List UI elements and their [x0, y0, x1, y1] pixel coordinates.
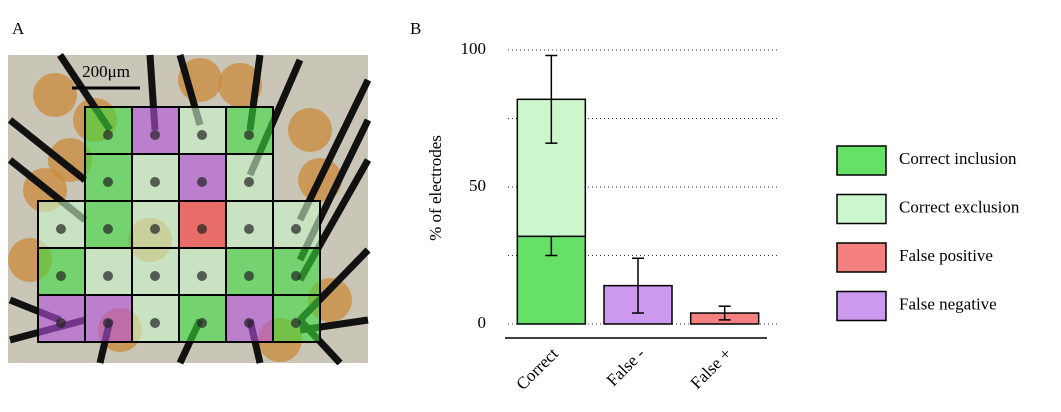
electrode-lead: [296, 78, 372, 222]
x-tick-label: Correct: [512, 344, 562, 394]
electrode-lead: [7, 117, 88, 183]
electrode-tip: [291, 318, 301, 328]
x-tick-label: False -: [603, 344, 649, 390]
electrode-tip: [244, 271, 254, 281]
legend-swatch: [836, 193, 887, 225]
y-tick-label: 0: [478, 313, 487, 332]
electrode-tip: [150, 177, 160, 187]
electrode-tip: [56, 224, 66, 234]
electrode-tip: [244, 224, 254, 234]
electrode-tip: [244, 177, 254, 187]
electrode-tip: [150, 271, 160, 281]
electrode-tip: [56, 271, 66, 281]
chart: 0 50 100 Correct False - False + Correct inclu…: [461, 39, 1020, 394]
y-tick-label: 100: [461, 39, 487, 58]
electrode-tip: [197, 177, 207, 187]
cell-blob: [33, 73, 77, 117]
electrode-tip: [103, 224, 113, 234]
electrode-tip: [150, 224, 160, 234]
electrode-tip: [197, 224, 207, 234]
legend-label: False positive: [899, 246, 993, 265]
cell-blob: [48, 138, 92, 182]
electrode-tip: [150, 318, 160, 328]
electrode-tip: [103, 130, 113, 140]
legend-label: False negative: [899, 294, 997, 313]
electrode-tip: [103, 318, 113, 328]
micrograph: [7, 53, 372, 366]
electrode-cell: [131, 153, 180, 202]
y-axis-title: % of electrodes: [426, 135, 445, 241]
cell-blob: [288, 108, 332, 152]
electrode-tip: [291, 271, 301, 281]
scale-bar-label: 200μm: [82, 62, 130, 81]
electrode-tip: [103, 177, 113, 187]
legend-label: Correct inclusion: [899, 149, 1017, 168]
electrode-tip: [197, 271, 207, 281]
electrode-tip: [244, 318, 254, 328]
y-tick-label: 50: [469, 176, 486, 195]
x-tick-label: False +: [687, 344, 736, 393]
electrode-tip: [56, 318, 66, 328]
electrode-tip: [291, 224, 301, 234]
panel-label: A: [12, 19, 25, 38]
electrode-tip: [197, 318, 207, 328]
legend-label: Correct exclusion: [899, 197, 1020, 216]
electrode-cell: [272, 200, 321, 249]
legend-swatch: [836, 145, 887, 176]
cell-blob: [218, 63, 262, 107]
legend-swatch: [836, 242, 887, 273]
electrode-tip: [244, 130, 254, 140]
electrode-tip: [150, 130, 160, 140]
legend-swatch: [836, 290, 887, 322]
electrode-tip: [197, 130, 207, 140]
electrode-tip: [103, 271, 113, 281]
panel-label: B: [410, 19, 421, 38]
